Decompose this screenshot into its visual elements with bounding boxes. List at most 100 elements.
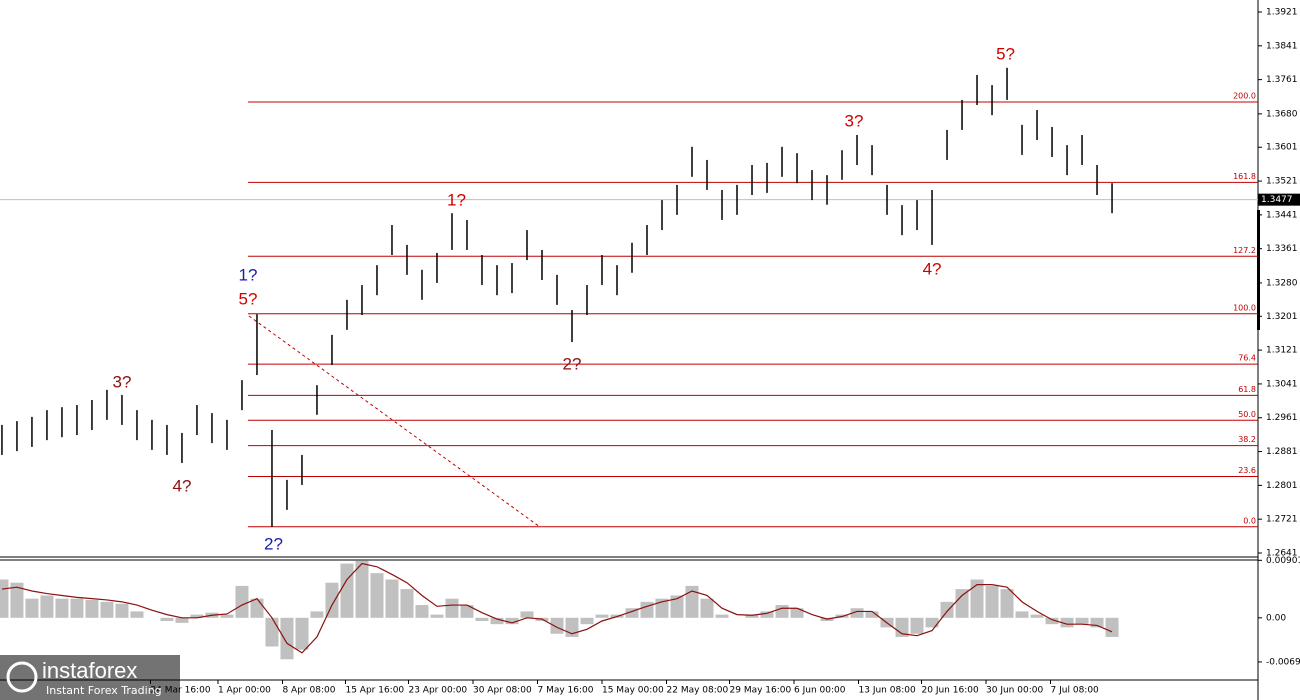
histogram-bar [325, 582, 339, 618]
fib-label: 61.8 [1238, 385, 1256, 394]
histogram-bar [640, 601, 654, 618]
logo-tagline: Instant Forex Trading [46, 684, 162, 697]
histogram-bar [940, 601, 954, 618]
histogram-bar [370, 573, 384, 618]
fib-label: 161.8 [1233, 172, 1256, 181]
histogram-bar [505, 617, 519, 625]
histogram-bar [1000, 589, 1014, 618]
wave-label: 4? [173, 477, 192, 496]
histogram-bar [955, 589, 969, 618]
x-tick-label: 20 Jun 16:00 [922, 686, 979, 696]
y-tick-label: -0.00692 [1266, 657, 1300, 667]
x-tick-label: 30 Jun 00:00 [986, 686, 1043, 696]
histogram-bar [430, 614, 444, 618]
histogram-bar [745, 614, 759, 618]
logo-bg [0, 655, 180, 700]
wave-label: 3? [845, 111, 864, 130]
histogram-bar [130, 611, 144, 618]
histogram-bar [355, 560, 369, 618]
x-tick-label: 8 Apr 08:00 [282, 686, 335, 696]
histogram-bar [700, 598, 714, 618]
wave-label: 1? [447, 190, 466, 209]
histogram-bar [970, 579, 984, 618]
y-tick-label: 1.3121 [1266, 346, 1298, 356]
wave-label: 1? [239, 266, 258, 285]
wave-label: 5? [996, 45, 1015, 64]
histogram-bar [40, 595, 54, 618]
histogram-bar [775, 605, 789, 618]
histogram-bar [55, 598, 69, 618]
fib-label: 76.4 [1238, 354, 1256, 363]
x-tick-label: 29 May 16:00 [730, 686, 792, 696]
histogram-bar [265, 617, 279, 647]
histogram-bar [790, 608, 804, 618]
histogram-bar [280, 617, 294, 660]
histogram-bar [925, 617, 939, 628]
histogram-bar [895, 617, 909, 637]
histogram-bar [415, 605, 429, 618]
logo-icon [6, 661, 38, 693]
histogram-bar [340, 563, 354, 618]
wave-label: 5? [239, 289, 258, 308]
x-tick-label: 24 Mar 16:00 [150, 686, 210, 696]
x-tick-label: 13 Jun 08:00 [859, 686, 916, 696]
fib-label: 38.2 [1238, 435, 1256, 444]
histogram-bar [70, 598, 84, 618]
scroll-marker [1257, 210, 1260, 330]
histogram-bar [115, 603, 129, 618]
fib-label: 23.6 [1238, 466, 1256, 475]
x-tick-label: 15 May 00:00 [602, 686, 664, 696]
x-tick-label: 22 May 08:00 [667, 686, 729, 696]
histogram-bar [445, 598, 459, 618]
histogram-bar [460, 605, 474, 618]
logo-text: instaforex [42, 658, 137, 683]
x-tick-label: 30 Apr 08:00 [473, 686, 532, 696]
x-tick-label: 23 Apr 00:00 [408, 686, 467, 696]
y-tick-label: 1.2721 [1266, 515, 1298, 525]
wave-label: 4? [923, 259, 942, 278]
fib-label: 127.2 [1233, 246, 1256, 255]
y-tick-label: 1.3761 [1266, 75, 1298, 85]
histogram-bar [0, 579, 9, 618]
y-tick-label: 1.3441 [1266, 210, 1298, 220]
y-tick-label: 0.00 [1266, 613, 1286, 623]
histogram-bar [250, 598, 264, 618]
histogram-bar [865, 611, 879, 618]
histogram-bar [85, 599, 99, 618]
histogram-bar [685, 585, 699, 618]
histogram-bar [160, 617, 174, 621]
y-tick-label: 1.2961 [1266, 413, 1298, 423]
histogram-bar [295, 617, 309, 650]
wave-label: 2? [563, 354, 582, 373]
y-tick-label: 1.2801 [1266, 481, 1298, 491]
y-tick-label: 1.2641 [1266, 548, 1298, 558]
histogram-bar [580, 617, 594, 625]
histogram-bar [400, 589, 414, 618]
logo: instaforex Instant Forex Trading [0, 655, 180, 700]
histogram-bar [550, 617, 564, 634]
histogram-bar [850, 608, 864, 618]
histogram-bar [100, 601, 114, 618]
histogram-bar [1015, 611, 1029, 618]
histogram-bar [25, 598, 39, 618]
histogram-bar [385, 579, 399, 618]
histogram-bar [1105, 617, 1119, 637]
fib-label: 50.0 [1238, 410, 1256, 419]
histogram-bar [655, 598, 669, 618]
histogram-bar [220, 614, 234, 618]
current-price-box [1258, 193, 1300, 206]
x-tick-label: 6 Jun 00:00 [794, 686, 846, 696]
y-tick-label: 1.2881 [1266, 447, 1298, 457]
histogram-bar [190, 614, 204, 618]
histogram-bar [310, 611, 324, 618]
y-tick-label: 1.3921 [1266, 8, 1298, 18]
histogram-bar [1060, 617, 1074, 628]
histogram-bar [175, 617, 189, 623]
histogram-bar [1045, 617, 1059, 625]
y-tick-label: 1.3601 [1266, 143, 1298, 153]
histogram-bar [715, 614, 729, 618]
histogram-bar [475, 617, 489, 621]
histogram-bar [520, 611, 534, 618]
